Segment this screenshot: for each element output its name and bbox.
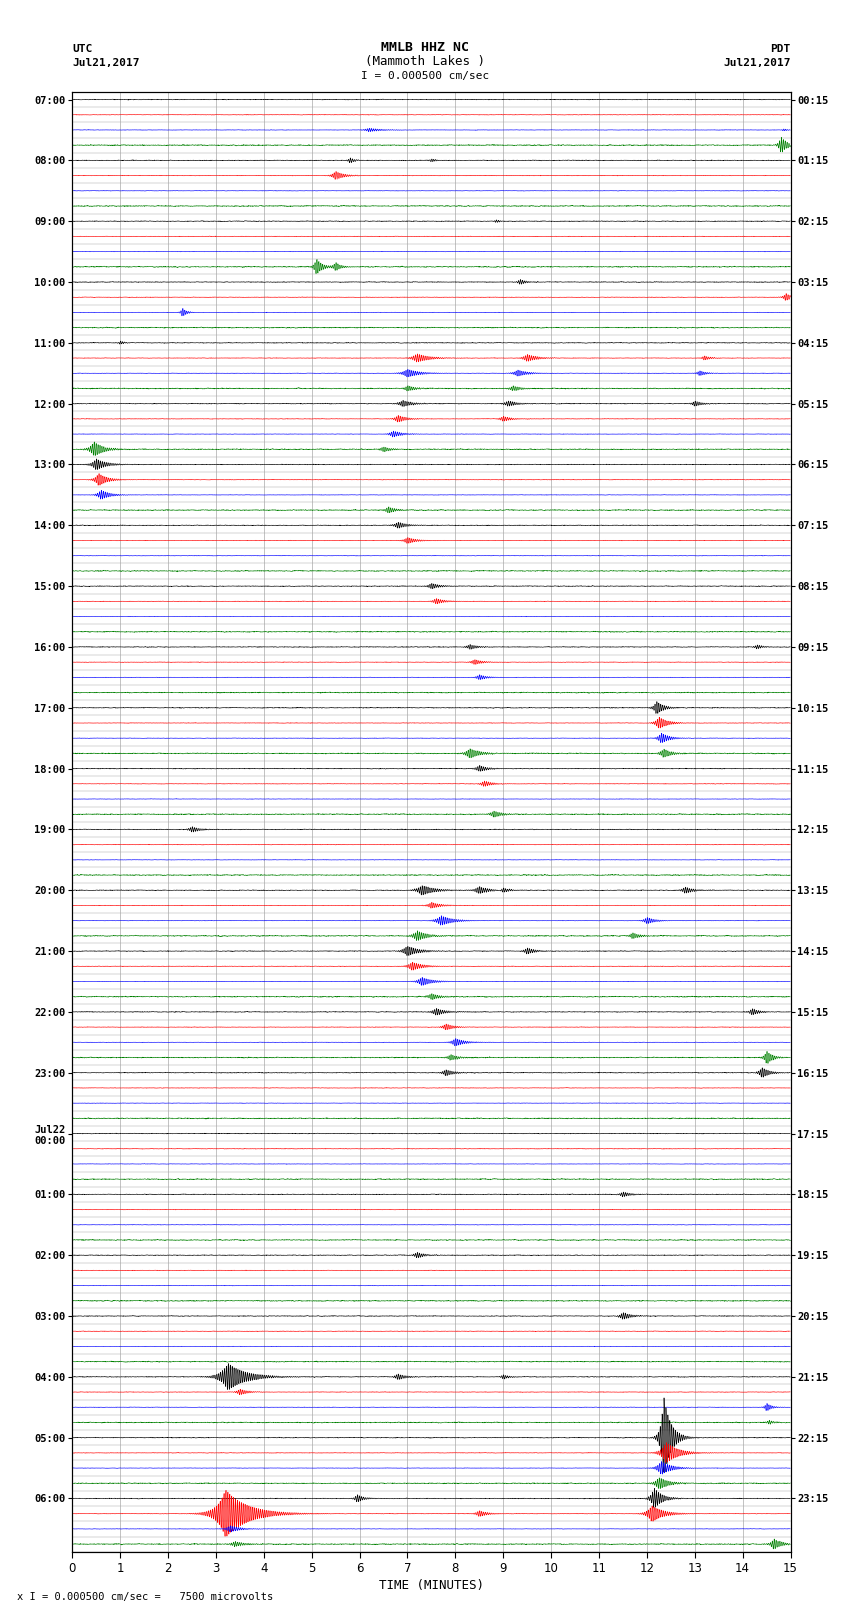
Text: PDT: PDT [770, 44, 790, 53]
Text: MMLB HHZ NC: MMLB HHZ NC [381, 40, 469, 53]
Text: I = 0.000500 cm/sec: I = 0.000500 cm/sec [361, 71, 489, 81]
Text: Jul21,2017: Jul21,2017 [72, 58, 139, 68]
Text: x I = 0.000500 cm/sec =   7500 microvolts: x I = 0.000500 cm/sec = 7500 microvolts [17, 1592, 273, 1602]
Text: Jul21,2017: Jul21,2017 [723, 58, 791, 68]
Text: UTC: UTC [72, 44, 93, 53]
Text: (Mammoth Lakes ): (Mammoth Lakes ) [365, 55, 485, 68]
X-axis label: TIME (MINUTES): TIME (MINUTES) [379, 1579, 484, 1592]
